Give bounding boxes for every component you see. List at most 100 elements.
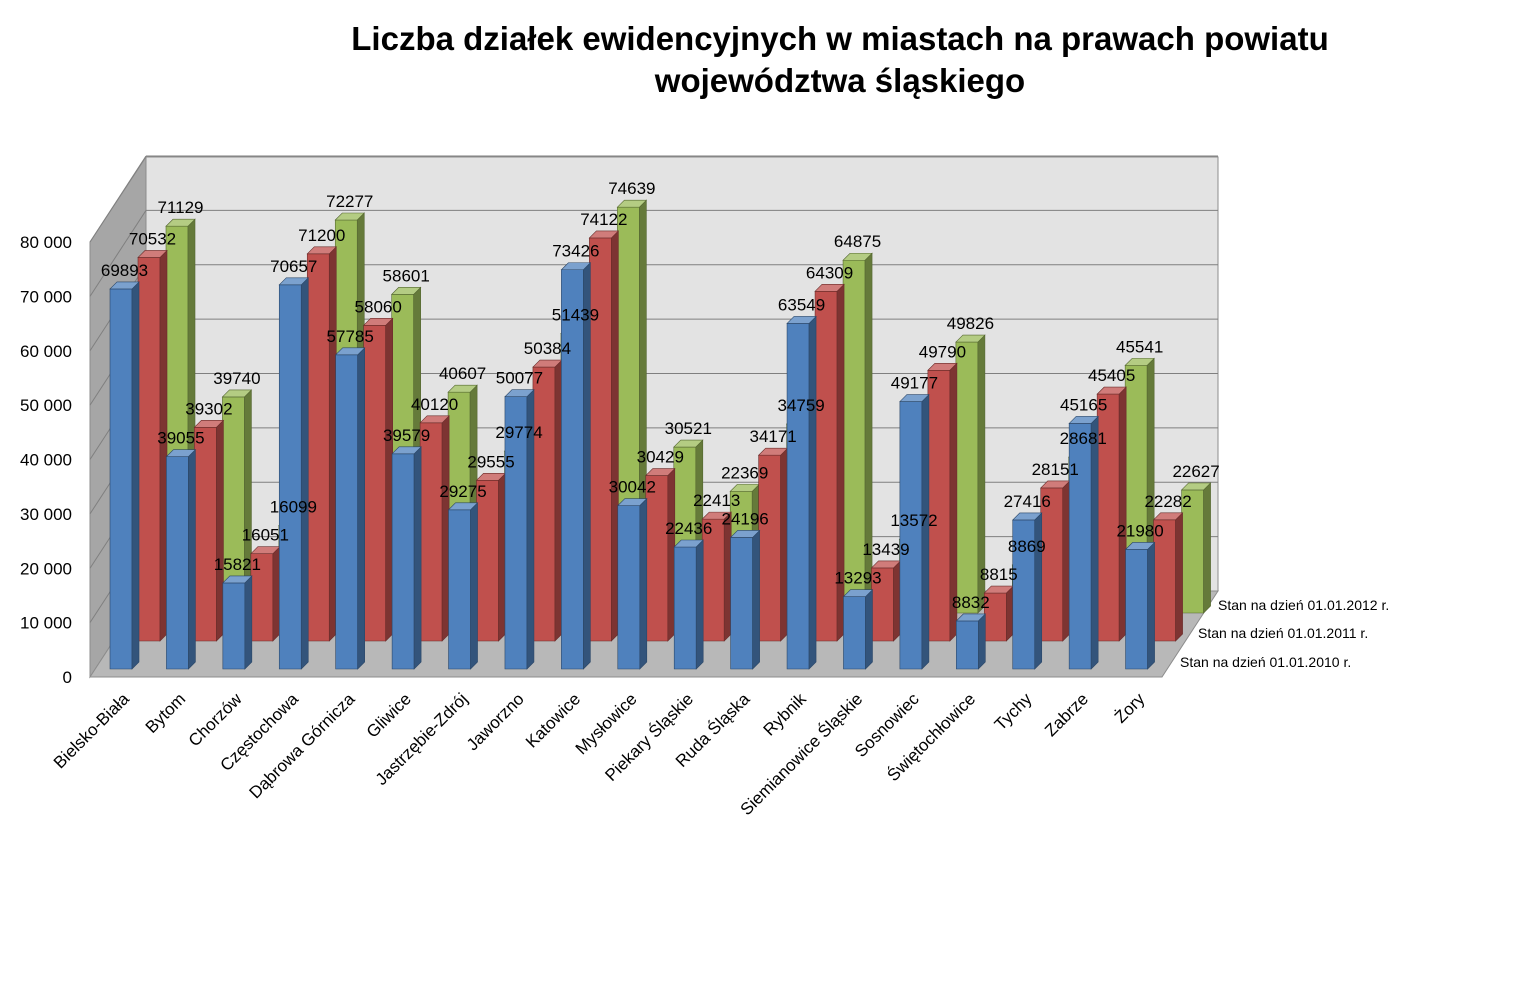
data-label: 27416 (1004, 492, 1051, 511)
bar-0-15 (955, 613, 987, 670)
bar-side-face (978, 613, 986, 670)
side-gridline (89, 210, 147, 297)
bar-side-face (244, 575, 253, 670)
data-label: 39579 (383, 426, 430, 445)
bar-front-face (363, 324, 386, 642)
x-tick-label: Bytom (142, 689, 190, 737)
bar-top-face (560, 262, 592, 271)
data-label: 64309 (806, 263, 853, 282)
y-tick-label: 40 000 (20, 451, 72, 470)
chart-title-line-1: Liczba działek ewidencyjnych w miastach … (351, 20, 1329, 57)
bar-1-17 (1096, 386, 1127, 642)
data-label: 74639 (608, 179, 655, 198)
bar-side-face (554, 359, 563, 642)
bar-side-face (1006, 585, 1014, 642)
data-label: 39302 (185, 399, 232, 418)
y-tick-label: 20 000 (20, 559, 72, 578)
data-label: 30521 (665, 419, 712, 438)
bar-front-face (194, 426, 217, 642)
data-label: 40120 (411, 395, 458, 414)
y-tick-label: 50 000 (20, 396, 72, 415)
bar-front-face (843, 596, 866, 670)
bar-side-face (893, 560, 901, 642)
data-label: 50077 (496, 369, 543, 388)
bar-2-1 (221, 389, 253, 614)
bar-top-face (165, 218, 196, 227)
bar-top-face (617, 498, 648, 506)
bar-0-12 (786, 315, 817, 670)
bar-1-4 (362, 317, 394, 642)
bar-front-face (222, 582, 246, 670)
bar-2-14 (955, 334, 986, 614)
bar-side-face (865, 588, 873, 670)
bar-side-face (131, 281, 140, 670)
bar-0-6 (447, 502, 479, 670)
data-label: 49790 (919, 342, 966, 361)
bar-side-face (921, 393, 930, 670)
bar-0-1 (165, 448, 197, 670)
bar-side-face (639, 497, 648, 670)
data-label: 73426 (552, 242, 599, 261)
bar-side-face (1175, 512, 1183, 642)
data-label: 30042 (609, 478, 656, 497)
data-label: 71129 (157, 198, 203, 217)
bar-side-face (780, 447, 788, 642)
data-label: 16099 (270, 497, 317, 516)
data-label: 69893 (101, 261, 148, 280)
bar-front-face (758, 454, 781, 642)
bar-front-face (956, 620, 979, 670)
bar-side-face (272, 545, 281, 642)
bar-top-face (955, 613, 987, 622)
bar-top-face (362, 317, 394, 326)
data-label: 30429 (637, 448, 684, 467)
data-label: 39740 (213, 369, 260, 388)
bar-front-face (814, 291, 838, 642)
data-label: 45541 (1116, 337, 1163, 356)
data-label: 64875 (834, 232, 881, 251)
bar-1-10 (701, 511, 732, 642)
x-tick-label: Dąbrowa Górnicza (246, 689, 359, 802)
x-tick-label: Rybnik (760, 689, 811, 740)
bar-top-face (616, 199, 648, 208)
bar-front-face (137, 257, 161, 642)
bar-0-8 (560, 262, 592, 670)
data-label: 34171 (749, 427, 796, 446)
data-label: 15821 (214, 555, 261, 574)
data-label: 8832 (952, 593, 990, 612)
data-label: 58060 (355, 297, 402, 316)
data-label: 22436 (665, 519, 712, 538)
bar-1-7 (532, 359, 563, 642)
bar-0-9 (617, 497, 648, 670)
bar-front-face (955, 341, 979, 614)
bar-front-face (335, 354, 358, 670)
bar-front-face (927, 369, 951, 642)
bar-top-face (673, 539, 704, 548)
bar-0-0 (109, 281, 140, 670)
bar-top-face (899, 394, 930, 402)
data-label: 28681 (1060, 429, 1107, 448)
chart-title: Liczba działek ewidencyjnych w miastach … (140, 18, 1525, 102)
data-label: 22369 (721, 463, 768, 482)
bar-0-2 (222, 575, 253, 670)
bar-1-6 (475, 472, 507, 642)
x-tick-label: Bielsko-Biała (50, 689, 133, 772)
series-label: Stan na dzień 01.01.2010 r. (1180, 654, 1351, 670)
bar-top-face (165, 449, 197, 457)
bar-top-face (193, 419, 225, 428)
bar-front-face (109, 288, 133, 670)
bar-1-14 (927, 362, 958, 642)
bar-front-face (448, 509, 471, 670)
data-label: 29774 (495, 423, 542, 442)
bar-side-face (385, 317, 393, 642)
bar-top-face (109, 281, 140, 290)
bar-side-face (300, 277, 309, 670)
bar-top-face (645, 468, 676, 476)
bar-top-face (334, 347, 366, 356)
x-tick-label: Tychy (991, 689, 1036, 734)
bar-front-face (166, 456, 189, 670)
bar-1-12 (814, 283, 845, 642)
bar-0-17 (1068, 415, 1099, 670)
data-label: 70532 (129, 229, 176, 248)
x-tick-label: Zabrze (1041, 689, 1092, 740)
